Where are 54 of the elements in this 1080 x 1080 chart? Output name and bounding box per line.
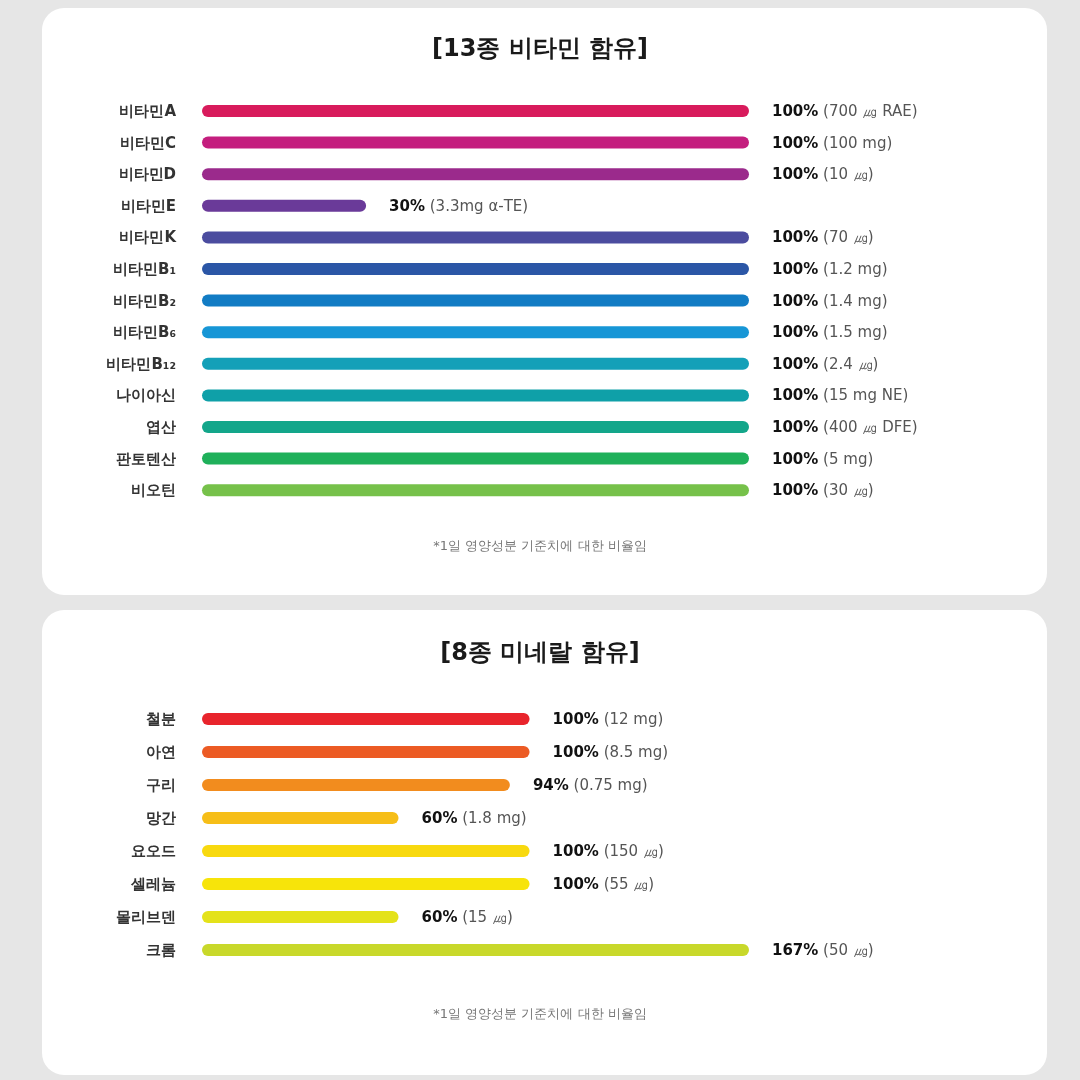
data-label: 100% (15 mg NE) [772, 386, 909, 405]
y-tick-label: 구리 [146, 776, 176, 794]
bar [202, 812, 399, 824]
data-label: 100% (150 ㎍) [552, 842, 664, 860]
text: *1일 영양성분 기준치에 대한 비율임 [433, 1006, 647, 1021]
data-label: 100% (1.4 mg) [772, 291, 888, 310]
data-label: 100% (1.5 mg) [772, 323, 888, 342]
bar [202, 713, 530, 725]
y-tick-label: 나이아신 [116, 386, 176, 405]
y-tick-label: 비타민B₂ [112, 291, 176, 310]
chart-title: [13종 비타민 함유] [431, 34, 649, 62]
y-tick-label: 비타민B₁₂ [106, 354, 176, 373]
y-tick-label: 비오틴 [131, 481, 176, 500]
data-label: 100% (400 ㎍ DFE) [772, 418, 918, 436]
data-label: 100% (100 mg) [772, 133, 893, 152]
bar [202, 779, 510, 791]
data-label: 100% (700 ㎍ RAE) [772, 102, 918, 120]
bar [202, 911, 399, 923]
bar [202, 878, 530, 890]
y-tick-label: 셀레늄 [130, 875, 176, 893]
y-tick-label: 비타민E [120, 196, 176, 215]
text: *1일 영양성분 기준치에 대한 비율임 [433, 538, 647, 553]
chart-title: [8종 미네랄 함유] [440, 638, 640, 666]
y-tick-label: 몰리브덴 [116, 908, 176, 926]
y-tick-label: 크롬 [146, 941, 176, 959]
y-tick-label: 망간 [146, 809, 176, 827]
y-tick-label: 철분 [146, 710, 176, 728]
data-label: 100% (1.2 mg) [772, 260, 888, 278]
y-tick-label: 비타민D [118, 165, 176, 184]
data-label: 100% (2.4 ㎍) [772, 354, 879, 373]
data-label: 100% (5 mg) [772, 449, 874, 468]
data-label: 100% (10 ㎍) [772, 165, 874, 184]
bar [202, 746, 530, 758]
data-label: 100% (55 ㎍) [552, 875, 655, 893]
y-tick-label: 판토텐산 [116, 449, 176, 468]
y-tick-label: 비타민K [119, 228, 178, 247]
y-tick-label: 요오드 [131, 842, 176, 860]
y-tick-label: 엽산 [146, 418, 176, 436]
data-label: 100% (12 mg) [552, 710, 664, 728]
y-tick-label: 아연 [146, 743, 176, 761]
data-label: 60% (15 ㎍) [421, 908, 513, 926]
data-label: 60% (1.8 mg) [421, 809, 527, 827]
data-label: 167% (50 ㎍) [772, 941, 874, 959]
y-tick-label: 비타민B₁ [112, 260, 176, 278]
data-label: 100% (30 ㎍) [772, 481, 874, 500]
y-tick-label: 비타민B₆ [112, 323, 176, 342]
y-tick-label: 비타민C [119, 133, 176, 152]
data-label: 30% (3.3mg α-TE) [389, 196, 529, 215]
data-label: 100% (8.5 mg) [552, 743, 669, 761]
data-label: 94% (0.75 mg) [532, 776, 648, 794]
bar [202, 944, 749, 956]
y-tick-label: 비타민A [119, 102, 177, 120]
bar [202, 845, 530, 857]
data-label: 100% (70 ㎍) [772, 228, 874, 247]
